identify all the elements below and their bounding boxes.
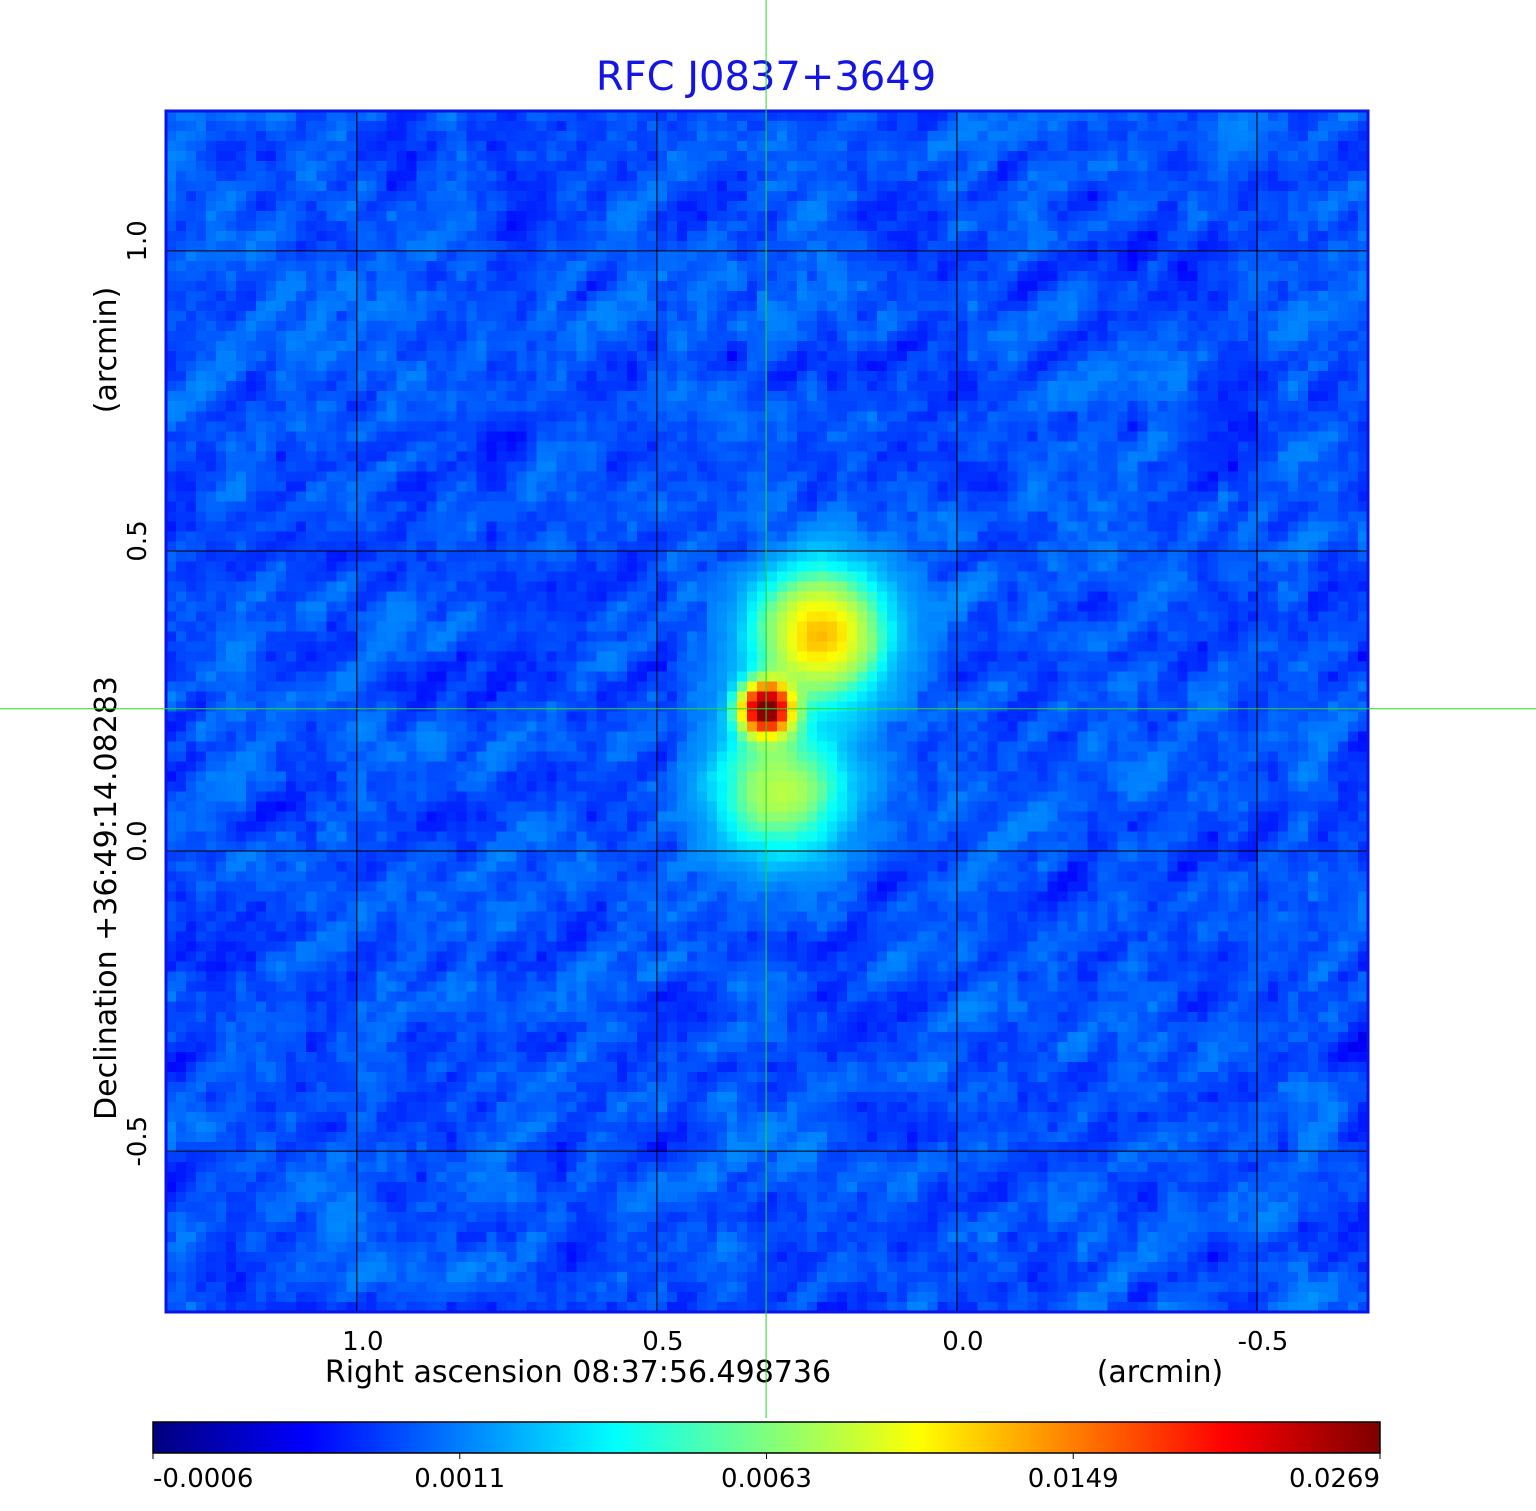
x-axis-label: Right ascension 08:37:56.498736 [325,1355,831,1390]
colorbar-tick-label: 0.0011 [414,1464,505,1494]
grid [166,111,1368,1312]
plot-frame [164,109,1370,1314]
colorbar-tick-label: -0.0006 [153,1464,253,1494]
colorbar-tick-label: 0.0269 [1289,1464,1380,1494]
colorbar-tick-label: 0.0149 [1028,1464,1119,1494]
heatmap-image [166,111,1368,1312]
y-axis-unit: (arcmin) [89,287,124,414]
x-tick-label: 0.5 [642,1327,683,1357]
x-tick-labels: 1.0 0.5 0.0 -0.5 [342,1327,1288,1357]
y-tick-label: 0.0 [123,820,153,861]
x-tick-label: -0.5 [1238,1327,1289,1357]
y-tick-label: 0.5 [123,520,153,561]
y-tick-label: 1.0 [123,220,153,261]
colorbar-ticks: -0.0006 0.0011 0.0063 0.0149 0.0269 [152,1453,1381,1494]
y-tick-labels: 1.0 0.5 0.0 -0.5 [123,220,153,1166]
x-tick-label: 0.0 [942,1327,983,1357]
colorbar [153,1422,1380,1453]
x-axis-unit: (arcmin) [1097,1355,1224,1390]
y-axis-label: Declination +36:49:14.08283 [89,676,124,1120]
x-tick-label: 1.0 [342,1327,383,1357]
colorbar-frame [152,1421,1381,1454]
colorbar-tick-label: 0.0063 [721,1464,812,1494]
y-tick-label: -0.5 [123,1116,153,1167]
